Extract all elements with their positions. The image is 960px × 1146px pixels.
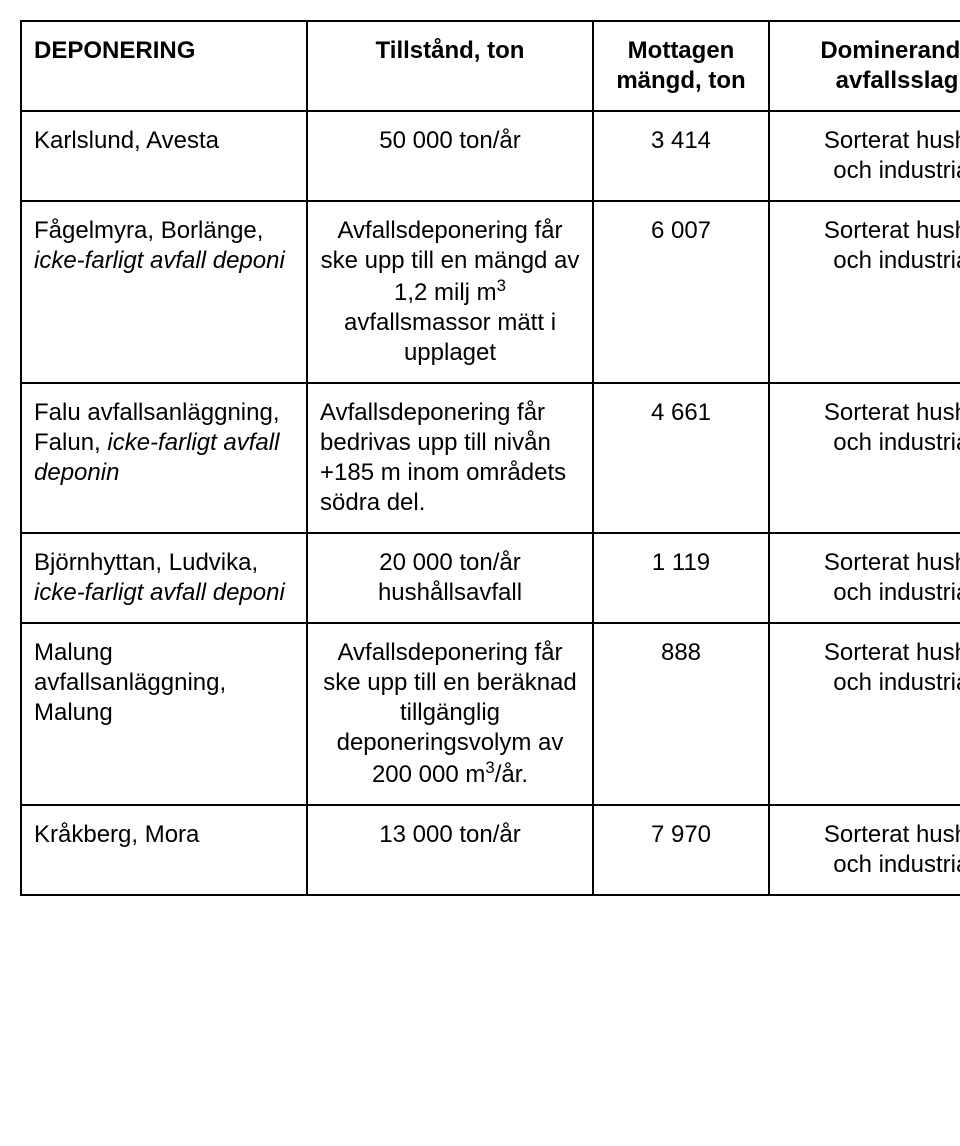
cell-site: Malung avfallsanläggning, Malung bbox=[21, 623, 307, 805]
cell-tillstand: 20 000 ton/år hushållsavfall bbox=[307, 533, 593, 623]
cell-tillstand: Avfallsdeponering får ske upp till en mä… bbox=[307, 201, 593, 383]
table-row: Falu avfallsanläggning, Falun, icke-farl… bbox=[21, 383, 960, 533]
cell-mottagen: 4 661 bbox=[593, 383, 769, 533]
cell-site: Fågelmyra, Borlänge, icke-farligt avfall… bbox=[21, 201, 307, 383]
deponering-table: DEPONERING Tillstånd, ton Mottagen mängd… bbox=[20, 20, 960, 896]
table-row: Malung avfallsanläggning, MalungAvfallsd… bbox=[21, 623, 960, 805]
cell-mottagen: 6 007 bbox=[593, 201, 769, 383]
cell-mottagen: 3 414 bbox=[593, 111, 769, 201]
cell-site: Björnhyttan, Ludvika, icke-farligt avfal… bbox=[21, 533, 307, 623]
cell-tillstand: Avfallsdeponering får bedrivas upp till … bbox=[307, 383, 593, 533]
cell-site: Karlslund, Avesta bbox=[21, 111, 307, 201]
cell-avfallsslag: Sorterat hushålls- och industriavfall bbox=[769, 111, 960, 201]
document-page: DEPONERING Tillstånd, ton Mottagen mängd… bbox=[20, 20, 940, 896]
cell-avfallsslag: Sorterat hushålls- och industriavfall bbox=[769, 201, 960, 383]
header-dominerande: Dominerande avfallsslag bbox=[769, 21, 960, 111]
cell-site: Kråkberg, Mora bbox=[21, 805, 307, 895]
cell-mottagen: 1 119 bbox=[593, 533, 769, 623]
cell-mottagen: 7 970 bbox=[593, 805, 769, 895]
table-row: Kråkberg, Mora13 000 ton/år7 970Sorterat… bbox=[21, 805, 960, 895]
header-tillstand: Tillstånd, ton bbox=[307, 21, 593, 111]
header-deponering: DEPONERING bbox=[21, 21, 307, 111]
table-row: Fågelmyra, Borlänge, icke-farligt avfall… bbox=[21, 201, 960, 383]
cell-site: Falu avfallsanläggning, Falun, icke-farl… bbox=[21, 383, 307, 533]
table-body: Karlslund, Avesta50 000 ton/år3 414Sorte… bbox=[21, 111, 960, 895]
cell-avfallsslag: Sorterat hushålls- och industriavfall bbox=[769, 383, 960, 533]
cell-avfallsslag: Sorterat hushålls- och industriavfall bbox=[769, 533, 960, 623]
header-row: DEPONERING Tillstånd, ton Mottagen mängd… bbox=[21, 21, 960, 111]
table-row: Karlslund, Avesta50 000 ton/år3 414Sorte… bbox=[21, 111, 960, 201]
cell-avfallsslag: Sorterat hushålls- och industriavfall bbox=[769, 623, 960, 805]
cell-tillstand: Avfallsdeponering får ske upp till en be… bbox=[307, 623, 593, 805]
cell-avfallsslag: Sorterat hushålls- och industriavfall bbox=[769, 805, 960, 895]
cell-tillstand: 50 000 ton/år bbox=[307, 111, 593, 201]
header-mottagen: Mottagen mängd, ton bbox=[593, 21, 769, 111]
cell-tillstand: 13 000 ton/år bbox=[307, 805, 593, 895]
table-row: Björnhyttan, Ludvika, icke-farligt avfal… bbox=[21, 533, 960, 623]
cell-mottagen: 888 bbox=[593, 623, 769, 805]
